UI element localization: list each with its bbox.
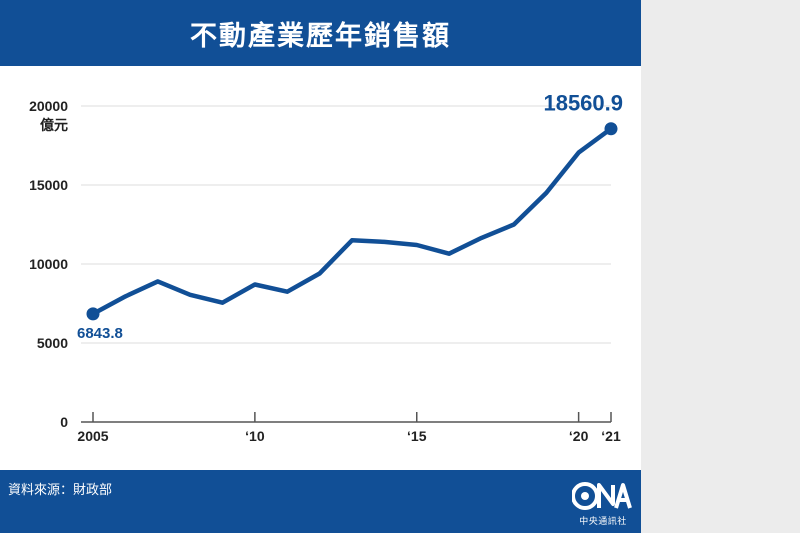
series-line	[90, 126, 614, 317]
gridlines	[81, 105, 611, 344]
chart-title: 不動產業歷年銷售額	[190, 20, 451, 52]
x-tick-label: ‘20	[569, 428, 589, 444]
endpoint-marker	[86, 307, 100, 321]
y-tick-label: 0	[60, 414, 68, 430]
y-tick-label: 5000	[37, 335, 68, 351]
y-axis-unit: 億元	[40, 117, 68, 133]
title-bar: 不動產業歷年銷售額	[0, 0, 641, 66]
labels: 6843.8 18560.9	[77, 91, 623, 342]
footer-bar: 資料來源：財政部 中央通訊社	[0, 470, 641, 533]
line-chart: 0 5000 10000 15000 20000 億元 2005 ‘10 ‘15 ‘20 ‘21 6…	[29, 91, 623, 444]
chart-card: 不動產業歷年銷售額 0 5000 10000 15000 20000 億元 2005 ‘10 ‘…	[0, 0, 641, 533]
cna-logo: 中央通訊社	[572, 480, 634, 530]
x-tick-label: ‘10	[245, 428, 265, 444]
endpoint-marker	[604, 122, 618, 136]
data-label-end: 18560.9	[543, 91, 623, 116]
axes: 0 5000 10000 15000 20000 億元 2005 ‘10 ‘15 ‘20 ‘21	[29, 98, 621, 444]
org-name: 中央通訊社	[579, 517, 627, 527]
series	[86, 122, 618, 321]
cna-logo-mark	[572, 482, 632, 510]
x-tick-label: ‘15	[407, 428, 427, 444]
y-tick-label: 10000	[29, 256, 68, 272]
y-tick-label: 15000	[29, 177, 68, 193]
data-label-start: 6843.8	[77, 325, 123, 342]
y-tick-label: 20000	[29, 98, 68, 114]
source-note: 資料來源：財政部	[8, 483, 113, 498]
x-tick-label: 2005	[77, 428, 108, 444]
x-tick-label: ‘21	[601, 428, 621, 444]
